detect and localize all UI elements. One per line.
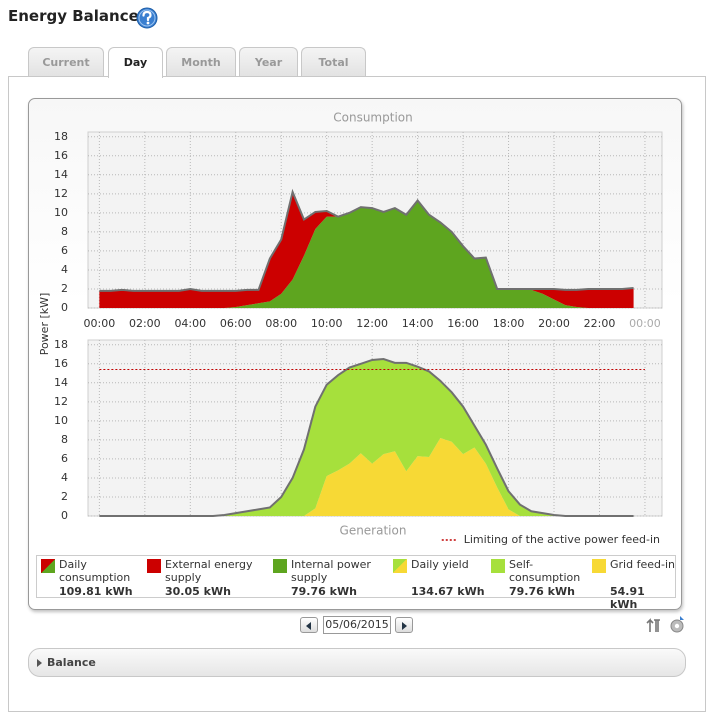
legend-total: 79.76 kWh: [509, 585, 575, 598]
arrow-right: [402, 622, 407, 630]
legend-swatch: [393, 559, 407, 573]
page-title: Energy Balance: [8, 7, 139, 25]
arrow-left: [306, 622, 311, 630]
legend-swatch: [41, 559, 55, 573]
balance-label: Balance: [47, 656, 96, 669]
chart-box: [28, 98, 682, 610]
legend-total: 54.91 kWh: [610, 585, 645, 611]
next-day-button[interactable]: [395, 617, 413, 633]
tab[interactable]: Day: [108, 47, 163, 78]
content-panel: [8, 76, 706, 712]
tab[interactable]: Current: [28, 47, 104, 77]
legend-total: 30.05 kWh: [165, 585, 231, 598]
balance-section[interactable]: Balance: [28, 648, 686, 677]
legend-label: Daily consumption: [59, 558, 131, 584]
legend-label: Daily yield: [411, 558, 469, 571]
tab[interactable]: Year: [239, 47, 298, 77]
legend-label: Grid feed-in: [610, 558, 675, 571]
expand-arrow: [37, 659, 42, 667]
legend-swatch: [147, 559, 161, 573]
legend-swatch: [491, 559, 505, 573]
legend-total: 109.81 kWh: [59, 585, 133, 598]
legend-label: Internal power supply: [291, 558, 371, 584]
legend-swatch: [273, 559, 287, 573]
tab[interactable]: Total: [301, 47, 366, 77]
date-field[interactable]: 05/06/2015: [323, 616, 391, 634]
tool-icons[interactable]: [646, 614, 690, 636]
previous-day-button[interactable]: [300, 617, 318, 633]
legend-total: 79.76 kWh: [291, 585, 357, 598]
tab[interactable]: Month: [166, 47, 236, 77]
legend: Daily consumption 109.81 kWh External ener…: [36, 555, 676, 611]
legend-label: External energy supply: [165, 558, 253, 584]
legend-total: 134.67 kWh: [411, 585, 485, 598]
legend-label: Self-consumption: [509, 558, 581, 584]
help-icon[interactable]: [136, 7, 158, 29]
legend-swatch: [592, 559, 606, 573]
